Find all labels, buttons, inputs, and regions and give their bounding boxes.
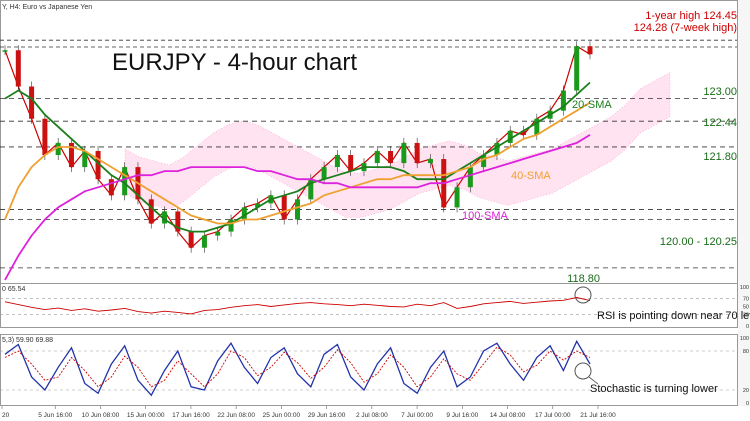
candle-body bbox=[295, 199, 300, 220]
candle-body bbox=[587, 46, 593, 55]
candle-body bbox=[241, 207, 247, 220]
x-tick-label: 9 Jul 16:00 bbox=[446, 412, 478, 419]
price-series bbox=[2, 41, 593, 281]
cloud-area bbox=[124, 71, 671, 218]
x-axis-ticks: 20 5 Jun 16:00 10 Jun 08:00 15 Jun 00:00 17 … bbox=[1, 406, 616, 419]
stochastic-tick-label: 80 bbox=[743, 349, 749, 355]
price-axis-strip bbox=[738, 0, 750, 406]
candle-body bbox=[534, 118, 540, 135]
candle-body bbox=[255, 203, 261, 208]
candle-body bbox=[215, 231, 221, 236]
candle-body bbox=[308, 179, 314, 200]
candle-body bbox=[188, 231, 194, 248]
x-tick-label: 15 Jun 00:00 bbox=[127, 412, 165, 419]
candle-body bbox=[414, 142, 420, 164]
x-tick-label: 17 Jun 16:00 bbox=[172, 412, 210, 419]
symbol-caption: Y, H4: Euro vs Japanese Yen bbox=[2, 4, 92, 11]
x-tick-label: 21 Jul 16:00 bbox=[580, 412, 616, 419]
rsi-tick-label: 30 bbox=[743, 312, 749, 318]
ichimoku-cloud bbox=[124, 71, 671, 218]
sma40-label: 40-SMA bbox=[511, 170, 551, 182]
candle-body bbox=[228, 219, 234, 232]
level-label-118-80: 118.80 bbox=[567, 273, 600, 285]
series-100-sma bbox=[4, 134, 591, 281]
candle-body bbox=[29, 86, 35, 119]
rsi-tick-label: 50 bbox=[743, 305, 749, 311]
rsi-caption: 0 65.54 bbox=[2, 286, 25, 293]
stochastic-annotation: Stochastic is turning lower bbox=[590, 383, 718, 395]
candle-body bbox=[481, 155, 487, 168]
series-40-sma bbox=[4, 101, 591, 225]
candle-body bbox=[334, 155, 340, 168]
series-stochastic-d bbox=[4, 346, 591, 388]
x-tick-label: 10 Jun 08:00 bbox=[82, 412, 120, 419]
sma100-label: 100-SMA bbox=[462, 210, 509, 222]
support-resistance-levels bbox=[0, 39, 737, 269]
level-label-121-80: 121.80 bbox=[703, 151, 737, 163]
rsi-annotation: RSI is pointing down near 70 level bbox=[597, 310, 750, 322]
candle-body bbox=[494, 142, 500, 156]
candle-body bbox=[95, 150, 101, 180]
chart-title: EURJPY - 4-hour chart bbox=[112, 49, 357, 76]
level-label-122-44: 122.44 bbox=[703, 117, 737, 129]
candle-body bbox=[68, 142, 74, 168]
candle-body bbox=[560, 90, 566, 111]
candle-body bbox=[321, 167, 327, 180]
candle-body bbox=[574, 46, 580, 91]
x-tick-label: 25 Jun 00:00 bbox=[263, 412, 301, 419]
candle-body bbox=[388, 150, 394, 164]
price-panel-frame bbox=[0, 0, 738, 296]
stochastic-callout-line bbox=[588, 376, 599, 385]
x-tick-label: 5 Jun 16:00 bbox=[38, 412, 72, 419]
series-20-sma bbox=[4, 81, 591, 233]
rsi-tick-label: 100 bbox=[740, 285, 749, 291]
stochastic-tick-label: 100 bbox=[740, 336, 749, 342]
oscillator-series bbox=[0, 297, 737, 397]
candle-body bbox=[427, 159, 433, 164]
level-label-1y-high: 1-year high 124.45 bbox=[645, 10, 737, 22]
level-label-123: 123.00 bbox=[703, 86, 737, 98]
candle-body bbox=[175, 211, 181, 232]
candle-body bbox=[521, 130, 527, 135]
candle-body bbox=[454, 187, 460, 208]
candle-body bbox=[162, 211, 168, 224]
stochastic-tick-label: 0 bbox=[746, 401, 749, 407]
stochastic-panel-frame bbox=[0, 334, 738, 406]
series-rsi bbox=[4, 297, 591, 315]
candle-body bbox=[148, 199, 154, 224]
candle-body bbox=[401, 142, 407, 164]
candle-body bbox=[55, 142, 61, 156]
x-tick-label: 20 bbox=[2, 412, 10, 419]
candle-body bbox=[201, 235, 207, 248]
candle-body bbox=[281, 195, 287, 220]
x-tick-label: 14 Jul 08:00 bbox=[490, 412, 526, 419]
candle-body bbox=[108, 179, 114, 196]
rsi-panel-frame bbox=[0, 283, 738, 328]
candle-body bbox=[122, 167, 128, 196]
candle-body bbox=[348, 155, 354, 172]
rsi-highlight-circle bbox=[574, 286, 592, 304]
x-tick-label: 29 Jun 16:00 bbox=[308, 412, 346, 419]
candle-body bbox=[82, 150, 88, 168]
x-tick-label: 7 Jul 00:00 bbox=[401, 412, 433, 419]
x-tick-label: 17 Jul 00:00 bbox=[535, 412, 571, 419]
stochastic-highlight-circle bbox=[574, 362, 592, 380]
stochastic-caption: 5,3) 59.90 69.88 bbox=[2, 337, 53, 344]
rsi-tick-label: 70 bbox=[743, 297, 749, 303]
level-label-7w-high: 124.28 (7-week high) bbox=[634, 22, 737, 34]
candle-body bbox=[15, 50, 21, 87]
candle-body bbox=[507, 130, 513, 143]
rsi-tick-label: 0 bbox=[746, 324, 749, 330]
candle-body bbox=[467, 167, 473, 188]
level-label-120-range: 120.00 - 120.25 bbox=[660, 236, 737, 248]
candle-body bbox=[2, 50, 8, 52]
candle-body bbox=[374, 150, 380, 164]
x-tick-label: 22 Jun 08:00 bbox=[217, 412, 255, 419]
stochastic-tick-label: 20 bbox=[743, 388, 749, 394]
sma20-label: 20-SMA bbox=[572, 99, 612, 111]
candle-body bbox=[42, 118, 48, 156]
x-tick-label: 2 Jul 08:00 bbox=[356, 412, 388, 419]
